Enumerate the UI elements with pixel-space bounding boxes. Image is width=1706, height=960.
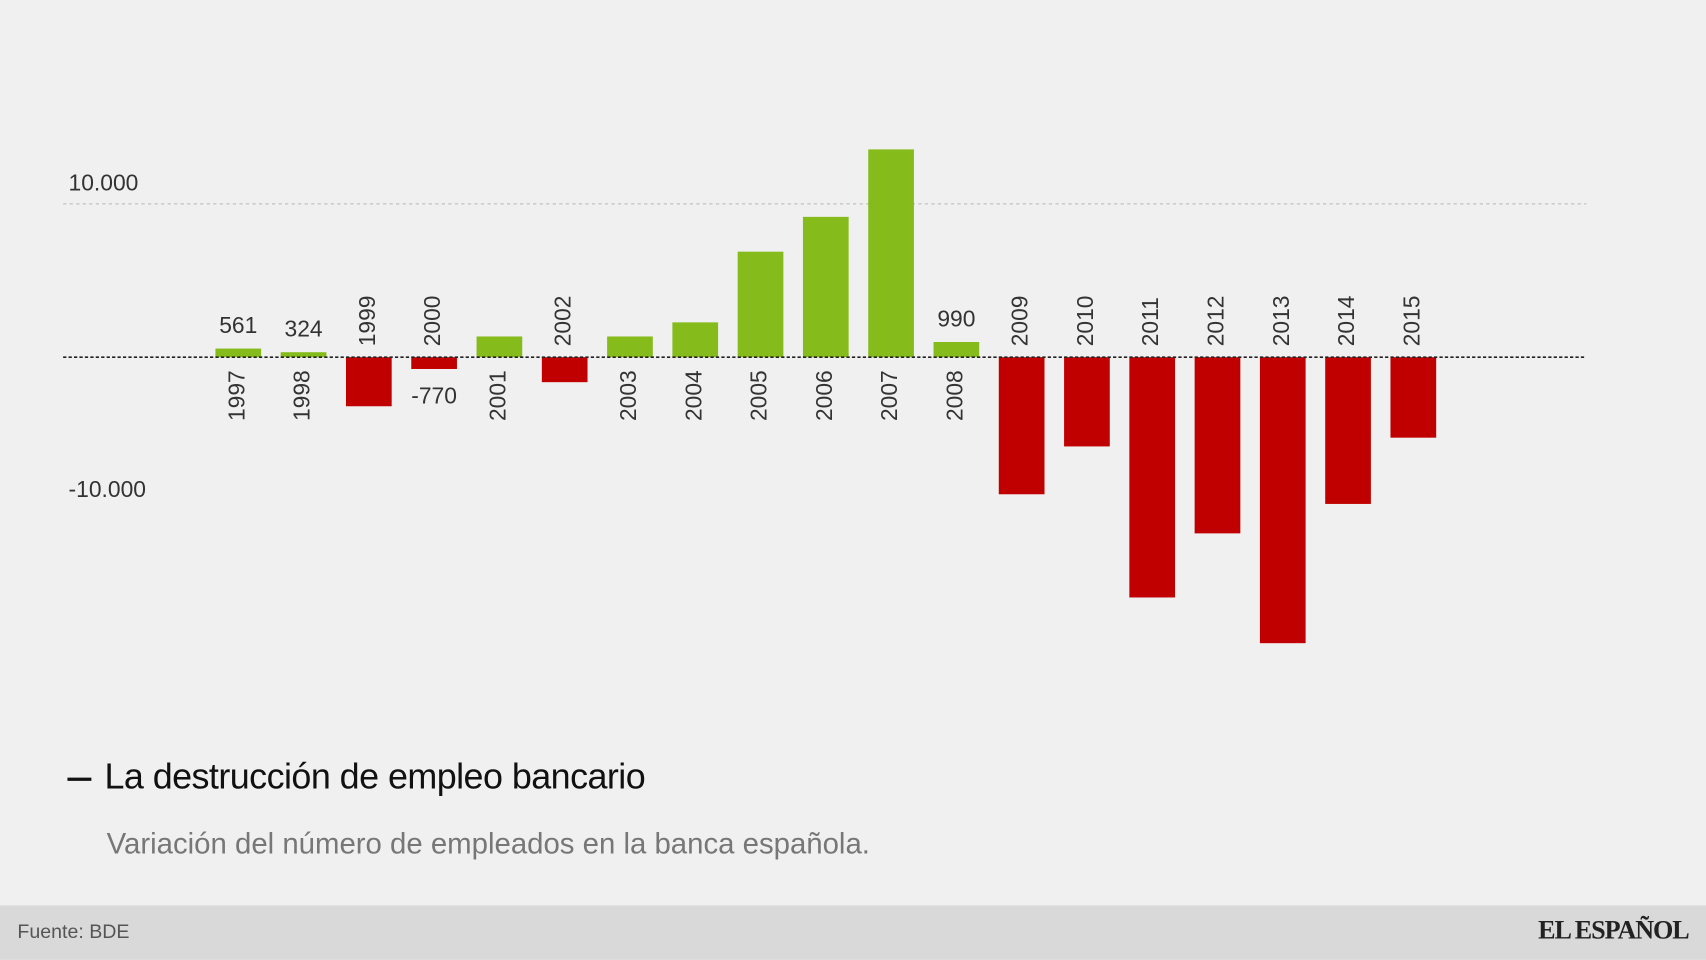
- footer: [0, 905, 1706, 960]
- bar: [280, 352, 327, 358]
- bar: [1390, 357, 1437, 438]
- value-label: 561: [219, 312, 257, 338]
- x-tick-label: 2004: [680, 370, 706, 421]
- y-tick-label: -10.000: [69, 476, 146, 502]
- bar: [345, 357, 392, 407]
- bar: [541, 357, 588, 383]
- value-label: 324: [285, 315, 323, 341]
- x-tick-label: 2011: [1137, 297, 1163, 346]
- x-tick-label: 2010: [1072, 295, 1098, 346]
- brand: EL ESPAÑOL: [1538, 916, 1689, 945]
- x-tick-label: 2009: [1007, 295, 1033, 346]
- bar: [215, 348, 262, 358]
- x-tick-label: 2001: [484, 370, 510, 421]
- bar: [1259, 357, 1306, 644]
- value-label: 990: [937, 305, 975, 331]
- bar: [607, 336, 653, 358]
- x-tick-label: 1999: [354, 295, 380, 346]
- bar: [1064, 357, 1110, 447]
- chart-title: La destrucción de empleo bancario: [104, 757, 645, 797]
- bar: [998, 357, 1045, 495]
- source: Fuente: BDE: [17, 921, 129, 943]
- x-tick-label: 2005: [746, 370, 772, 421]
- bar: [672, 322, 719, 358]
- x-tick-label: 1997: [223, 370, 249, 421]
- x-tick-label: 1998: [289, 370, 315, 421]
- x-tick-label: 2015: [1398, 295, 1424, 346]
- bar: [411, 357, 457, 369]
- x-tick-label: 2006: [811, 370, 837, 421]
- bar: [868, 149, 914, 358]
- x-tick-label: 2002: [550, 295, 576, 346]
- x-tick-label: 2003: [615, 370, 641, 421]
- x-tick-label: 2012: [1203, 295, 1229, 346]
- bar: [1325, 357, 1371, 504]
- y-tick-label: 10.000: [69, 169, 139, 195]
- chart-subtitle: Variación del número de empleados en la …: [107, 827, 870, 860]
- bar: [1129, 357, 1176, 598]
- x-tick-label: 2007: [876, 370, 902, 421]
- bar: [802, 216, 849, 358]
- x-tick-label: 2000: [419, 295, 445, 346]
- bar: [476, 336, 523, 358]
- x-tick-label: 2014: [1333, 295, 1359, 346]
- bar: [933, 341, 980, 358]
- value-label: -770: [411, 382, 457, 408]
- bar: [1194, 357, 1241, 534]
- x-tick-label: 2008: [941, 370, 967, 421]
- x-tick-label: 2013: [1268, 295, 1294, 346]
- bar: [737, 251, 784, 358]
